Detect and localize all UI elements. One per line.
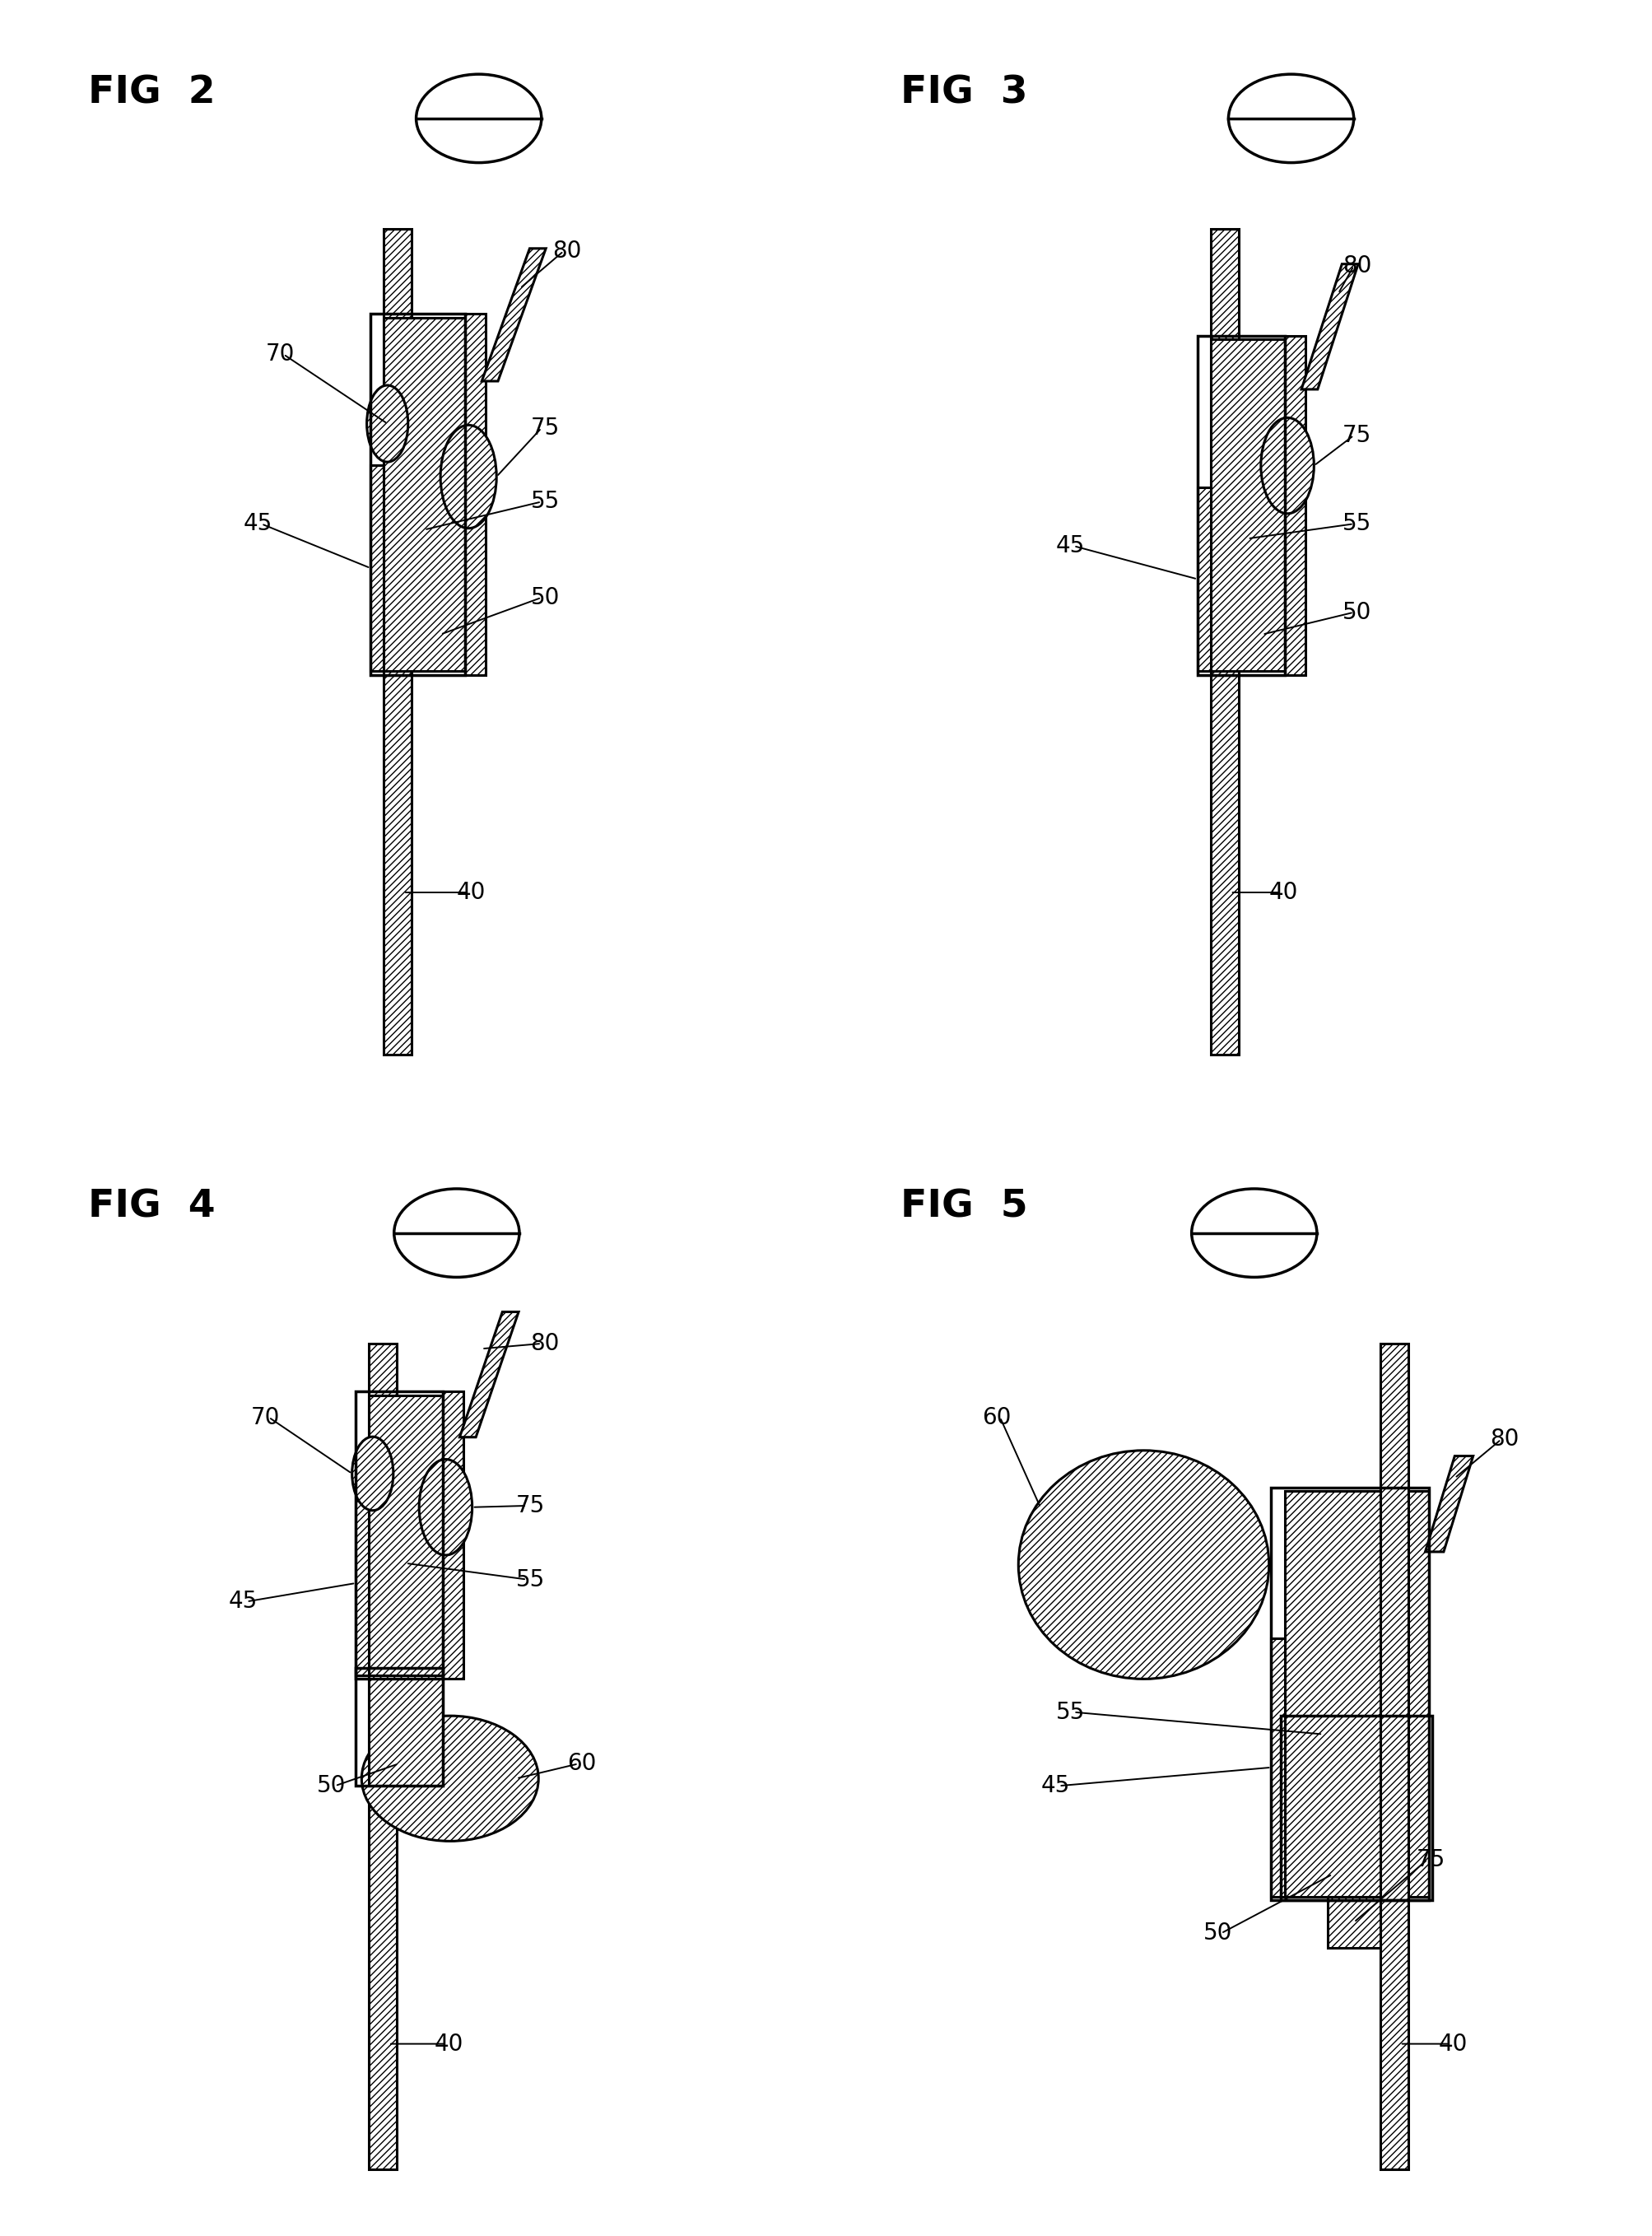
Ellipse shape	[1260, 418, 1313, 514]
Text: 70: 70	[266, 342, 294, 367]
Text: 45: 45	[1041, 1775, 1070, 1798]
Ellipse shape	[367, 385, 408, 463]
Text: 40: 40	[434, 2033, 464, 2055]
Bar	[1270, 1487, 1429, 1901]
Text: 80: 80	[552, 239, 582, 262]
Ellipse shape	[1229, 74, 1353, 163]
Bar	[368, 1395, 443, 1675]
Text: 40: 40	[1269, 881, 1298, 903]
Text: 55: 55	[1343, 512, 1371, 534]
Text: 80: 80	[1490, 1429, 1520, 1451]
Polygon shape	[1302, 264, 1358, 389]
Ellipse shape	[1018, 1451, 1269, 1679]
Text: 50: 50	[1343, 601, 1371, 624]
Bar	[1381, 1344, 1408, 2169]
Bar	[1211, 340, 1285, 671]
Bar	[464, 313, 486, 675]
Text: FIG  2: FIG 2	[88, 74, 215, 112]
Text: 75: 75	[1416, 1847, 1446, 1872]
Bar	[1270, 1639, 1285, 1896]
Polygon shape	[459, 1313, 519, 1438]
Text: FIG  3: FIG 3	[900, 74, 1028, 112]
Text: 60: 60	[981, 1406, 1011, 1429]
Text: 50: 50	[1203, 1921, 1232, 1945]
Text: 75: 75	[1343, 425, 1371, 447]
Ellipse shape	[395, 1190, 519, 1277]
Polygon shape	[482, 248, 545, 380]
Bar	[1328, 1896, 1381, 1948]
Text: 70: 70	[251, 1406, 279, 1429]
Bar	[1280, 1715, 1432, 1901]
Text: 55: 55	[1056, 1702, 1085, 1724]
Ellipse shape	[352, 1438, 393, 1512]
Bar	[355, 1391, 443, 1679]
Text: 60: 60	[567, 1753, 596, 1775]
Bar	[355, 1491, 368, 1675]
Bar	[355, 1668, 443, 1787]
Text: 55: 55	[515, 1567, 545, 1592]
Text: 50: 50	[530, 586, 560, 608]
Bar	[443, 1391, 463, 1679]
Text: 45: 45	[228, 1590, 258, 1612]
Bar	[368, 1675, 443, 1787]
Bar	[1198, 335, 1285, 675]
Bar	[370, 465, 383, 671]
Bar	[383, 228, 411, 1055]
Ellipse shape	[362, 1715, 539, 1840]
Polygon shape	[1426, 1456, 1474, 1552]
Bar	[370, 313, 464, 675]
Text: 55: 55	[530, 490, 560, 514]
Bar	[1211, 228, 1239, 1055]
Text: 45: 45	[1056, 534, 1085, 557]
Bar	[1285, 335, 1305, 675]
Bar	[1408, 1491, 1429, 1896]
Bar	[1285, 1491, 1381, 1896]
Ellipse shape	[441, 425, 497, 528]
Text: FIG  4: FIG 4	[88, 1190, 215, 1225]
Bar	[368, 1344, 396, 2169]
Text: 40: 40	[1439, 2033, 1467, 2055]
Text: 80: 80	[530, 1333, 560, 1355]
Text: 50: 50	[317, 1775, 347, 1798]
Text: 80: 80	[1343, 255, 1371, 277]
Text: 75: 75	[530, 416, 560, 440]
Ellipse shape	[1191, 1190, 1317, 1277]
Text: 75: 75	[515, 1494, 545, 1518]
Bar	[383, 318, 464, 671]
Text: FIG  5: FIG 5	[900, 1190, 1028, 1225]
Text: 40: 40	[456, 881, 486, 903]
Ellipse shape	[416, 74, 542, 163]
Bar	[1198, 487, 1211, 671]
Text: 45: 45	[243, 512, 273, 534]
Ellipse shape	[420, 1460, 472, 1554]
